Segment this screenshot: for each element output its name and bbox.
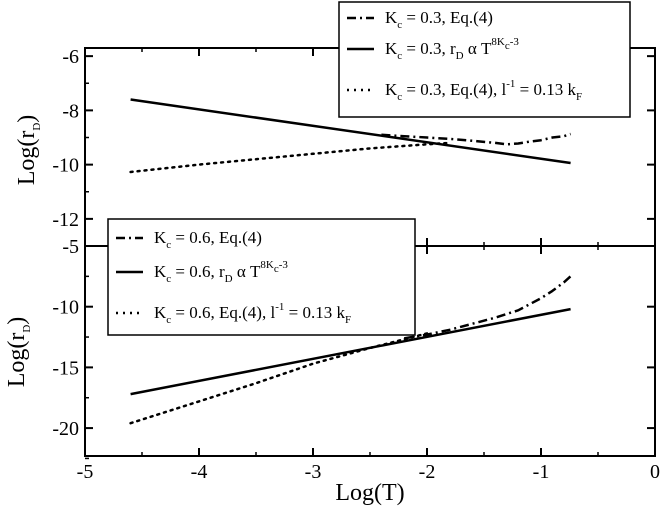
bottom-y-axis-title-main: Log(r [4,333,30,388]
top-series-solid-line [130,98,571,165]
bottom-legend: Kc = 0.6, Eq.(4) Kc = 0.6, rD α T8Kc-3 K… [107,218,416,336]
x-tick-label: 0 [650,461,660,483]
legend-part: K [385,8,398,27]
legend-part: = 0.13 k [515,80,576,99]
top-legend-label-3: Kc = 0.3, Eq.(4), l-1 = 0.13 kF [385,78,582,103]
bottom-panel-series [129,275,572,425]
top-y-axis-title-sub: D [31,123,43,131]
x-tick-label: -3 [305,461,322,483]
bottom-legend-box [107,218,416,336]
top-legend-label-2: Kc = 0.3, rD α T8Kc-3 [385,36,519,62]
legend-subscript: c [166,273,171,285]
legend-part: K [154,303,167,322]
top-y-tick-label: -8 [62,100,79,122]
legend-superscript: -1 [275,301,284,313]
bottom-series-dotted-line [129,332,429,425]
bottom-y-tick-label: -20 [52,418,79,440]
top-legend: Kc = 0.3, Eq.(4) Kc = 0.3, rD α T8Kc-3 K… [338,1,631,118]
legend-superscript-sub: c [274,263,279,275]
legend-subscript: c [397,50,402,62]
legend-subscript: F [576,91,582,103]
legend-superscript: -1 [506,78,515,90]
legend-superscript: -3 [279,259,289,271]
top-y-axis-title-main: Log(r [14,131,40,186]
legend-part: K [154,262,167,281]
bottom-y-tick-label: -5 [62,236,79,258]
top-legend-label-1: Kc = 0.3, Eq.(4) [385,8,493,31]
legend-part: = 0.3, Eq.(4), l [402,80,506,99]
bottom-series-dash-dot-line [403,275,572,340]
top-y-tick-label: -12 [52,209,79,231]
top-series-dotted-line [129,141,452,174]
x-tick-label: -5 [77,461,94,483]
top-series-dash-dot-line [381,132,571,146]
bottom-y-axis-title: Log(rD) [4,317,33,388]
x-axis-title: Log(T) [335,480,404,506]
legend-part: K [385,39,398,58]
bottom-y-axis-title-close: ) [4,317,30,325]
x-tick-label: -1 [533,461,550,483]
top-y-axis-title-close: ) [14,115,40,123]
legend-subscript: c [166,314,171,326]
legend-superscript: -3 [510,36,520,48]
legend-part: = 0.6, r [171,262,225,281]
top-y-tick-label: -10 [52,155,79,177]
legend-subscript: c [397,19,402,31]
legend-part: α T [464,39,492,58]
legend-superscript-sub: c [505,40,510,52]
legend-part: = 0.3, Eq.(4) [402,8,493,27]
legend-part: = 0.6, Eq.(4) [171,228,262,247]
top-legend-box [338,1,631,118]
legend-subscript: D [456,50,464,62]
top-y-axis-title: Log(rD) [14,115,43,186]
bottom-series-solid-line [130,307,571,396]
legend-part: K [154,228,167,247]
bottom-y-axis-title-sub: D [21,325,33,333]
legend-part: α T [233,262,261,281]
legend-part: = 0.3, r [402,39,456,58]
legend-subscript: c [397,91,402,103]
legend-subscript: D [225,273,233,285]
legend-part: K [385,80,398,99]
legend-superscript: 8K [491,36,505,48]
legend-superscript: 8K [260,259,274,271]
x-tick-label: -2 [419,461,436,483]
legend-subscript: c [166,239,171,251]
bottom-legend-label-1: Kc = 0.6, Eq.(4) [154,228,262,251]
legend-part: = 0.13 k [284,303,345,322]
x-tick-label: -4 [191,461,208,483]
legend-subscript: F [345,314,351,326]
legend-part: = 0.6, Eq.(4), l [171,303,275,322]
bottom-y-tick-label: -15 [52,357,79,379]
bottom-legend-label-3: Kc = 0.6, Eq.(4), l-1 = 0.13 kF [154,301,351,326]
bottom-legend-label-2: Kc = 0.6, rD α T8Kc-3 [154,259,288,285]
bottom-y-tick-label: -10 [52,297,79,319]
top-y-tick-label: -6 [62,46,79,68]
top-panel-series [129,98,571,174]
